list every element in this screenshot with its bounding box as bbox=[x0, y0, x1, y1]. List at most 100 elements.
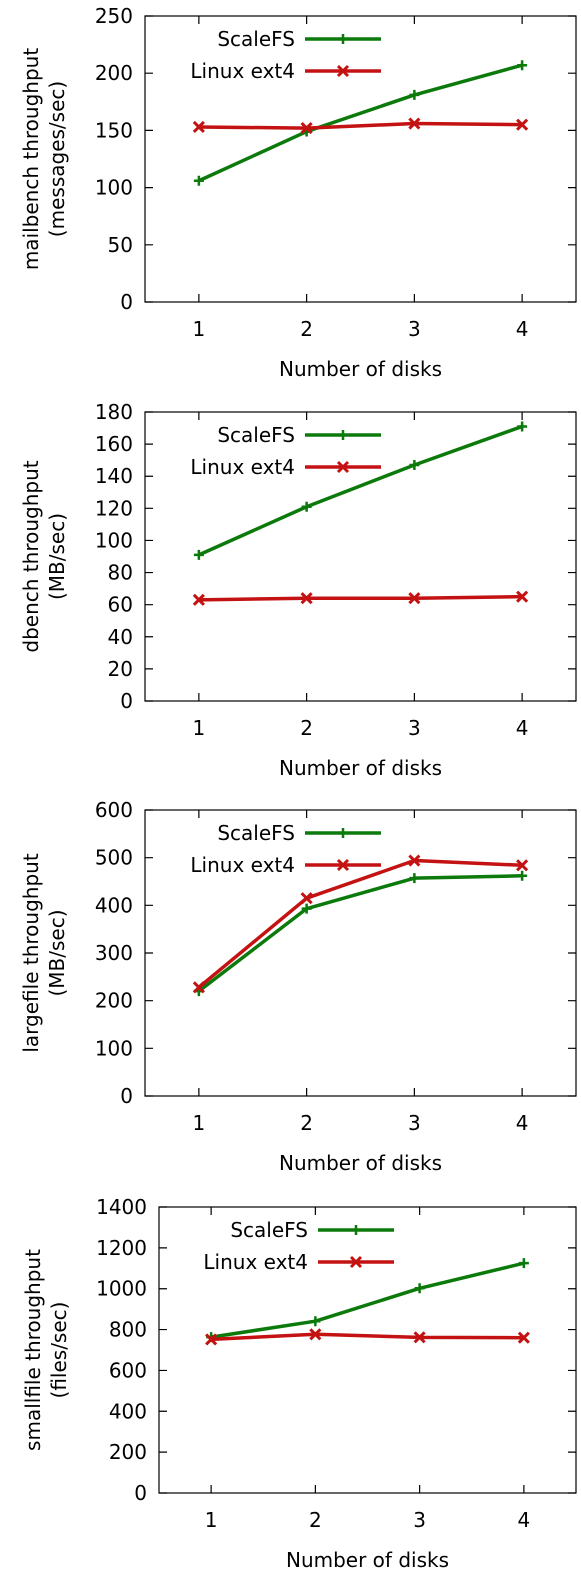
series-linux-ext4 bbox=[192, 590, 529, 606]
legend-marker bbox=[338, 34, 348, 44]
legend-label: Linux ext4 bbox=[190, 455, 295, 479]
y-tick-label: 0 bbox=[120, 1084, 133, 1108]
data-point bbox=[300, 592, 313, 605]
data-point bbox=[300, 122, 313, 135]
y-tick-label: 60 bbox=[108, 593, 133, 617]
x-tick-label: 1 bbox=[193, 716, 206, 740]
series-scalefs bbox=[193, 421, 528, 560]
y-tick-label: 160 bbox=[95, 432, 133, 456]
legend-label: Linux ext4 bbox=[203, 1250, 308, 1274]
y-tick-label: 600 bbox=[109, 1358, 147, 1382]
legend-marker bbox=[336, 460, 350, 474]
data-point bbox=[409, 459, 420, 470]
series-line bbox=[197, 858, 523, 989]
y-tick-label: 0 bbox=[120, 290, 133, 314]
series-line bbox=[198, 594, 523, 602]
y-tick-label: 0 bbox=[134, 1481, 147, 1505]
y-tick-label: 80 bbox=[108, 561, 133, 585]
plot-frame bbox=[144, 411, 577, 702]
y-tick-label: 140 bbox=[95, 464, 133, 488]
x-axis-label: Number of disks bbox=[279, 357, 442, 381]
y-tick-label: 100 bbox=[95, 528, 133, 552]
y-tick-label: 20 bbox=[108, 657, 133, 681]
legend-label: Linux ext4 bbox=[190, 59, 295, 83]
series-line bbox=[211, 1332, 524, 1342]
x-tick-label: 1 bbox=[193, 317, 206, 341]
data-point bbox=[518, 1258, 529, 1269]
x-tick-label: 1 bbox=[193, 1111, 206, 1135]
y-tick-label: 0 bbox=[120, 689, 133, 713]
y-tick-label: 400 bbox=[95, 893, 133, 917]
y-tick-label: 200 bbox=[95, 989, 133, 1013]
series-linux-ext4 bbox=[192, 117, 529, 135]
y-tick-label: 200 bbox=[109, 1440, 147, 1464]
legend-marker bbox=[336, 64, 350, 78]
y-tick-label: 40 bbox=[108, 625, 133, 649]
data-point bbox=[516, 118, 529, 131]
y-tick-label: 600 bbox=[95, 798, 133, 822]
y-tick-label: 1400 bbox=[96, 1195, 147, 1219]
series-linux-ext4 bbox=[205, 1328, 530, 1346]
data-point bbox=[192, 593, 205, 606]
legend-label: Linux ext4 bbox=[190, 853, 295, 877]
x-tick-label: 2 bbox=[300, 317, 313, 341]
x-axis-label: Number of disks bbox=[286, 1548, 449, 1572]
series-line bbox=[198, 121, 523, 130]
x-tick-label: 3 bbox=[413, 1508, 426, 1532]
x-axis-label: Number of disks bbox=[279, 756, 442, 780]
y-tick-label: 1000 bbox=[96, 1277, 147, 1301]
y-axis-label-unit: (messages/sec) bbox=[45, 81, 69, 237]
chart-4: 0 200 400 600 800 1000 1200 1400 1 2 3 4 Number of d… bbox=[21, 1195, 577, 1572]
legend-marker bbox=[336, 858, 350, 872]
x-axis-label: Number of disks bbox=[279, 1151, 442, 1175]
y-tick-label: 500 bbox=[95, 846, 133, 870]
x-tick-label: 2 bbox=[300, 1111, 313, 1135]
data-point bbox=[205, 1333, 218, 1346]
data-point bbox=[516, 590, 529, 603]
plot-frame bbox=[158, 1206, 577, 1494]
x-tick-label: 2 bbox=[300, 716, 313, 740]
y-axis-label: dbench throughput bbox=[19, 460, 43, 652]
data-point bbox=[310, 1316, 321, 1327]
x-tick-label: 3 bbox=[408, 716, 421, 740]
series-line bbox=[198, 63, 523, 183]
y-tick-label: 150 bbox=[95, 118, 133, 142]
y-axis-label: smallfile throughput bbox=[21, 1249, 45, 1451]
y-axis-label-unit: (files/sec) bbox=[47, 1302, 71, 1399]
y-tick-label: 180 bbox=[95, 400, 133, 424]
series-linux-ext4 bbox=[192, 854, 529, 994]
y-tick-label: 800 bbox=[109, 1318, 147, 1342]
data-point bbox=[517, 421, 528, 432]
y-tick-label: 1200 bbox=[96, 1236, 147, 1260]
x-tick-label: 4 bbox=[516, 716, 529, 740]
series-line bbox=[210, 1261, 525, 1339]
y-axis-label-unit: (MB/sec) bbox=[45, 513, 69, 600]
data-point bbox=[300, 892, 313, 905]
y-tick-label: 50 bbox=[108, 233, 133, 257]
y-tick-label: 250 bbox=[95, 4, 133, 28]
y-tick-label: 100 bbox=[95, 1036, 133, 1060]
chart-1: 0 50 100 150 200 250 1 2 3 4 Number of disks mailbe… bbox=[19, 4, 577, 381]
legend-label: ScaleFS bbox=[217, 27, 295, 51]
legend-label: ScaleFS bbox=[230, 1218, 308, 1242]
y-tick-label: 400 bbox=[109, 1399, 147, 1423]
y-tick-label: 200 bbox=[95, 61, 133, 85]
data-point bbox=[301, 501, 312, 512]
series-scalefs bbox=[206, 1258, 529, 1343]
data-point bbox=[301, 903, 312, 914]
chart-3: 0 100 200 300 400 500 600 1 2 3 4 Number of disks la… bbox=[19, 798, 577, 1175]
data-point bbox=[517, 60, 528, 71]
data-point bbox=[409, 89, 420, 100]
x-tick-label: 2 bbox=[309, 1508, 322, 1532]
x-tick-label: 1 bbox=[205, 1508, 218, 1532]
legend-label: ScaleFS bbox=[217, 821, 295, 845]
series-line bbox=[198, 424, 523, 557]
legend-label: ScaleFS bbox=[217, 423, 295, 447]
legend-marker bbox=[349, 1255, 363, 1269]
data-point bbox=[192, 120, 205, 134]
data-point bbox=[413, 1331, 426, 1344]
x-tick-label: 4 bbox=[518, 1508, 531, 1532]
x-tick-label: 4 bbox=[516, 1111, 529, 1135]
chart-2: 0 20 40 60 80 100 120 140 160 180 1 2 3 4 Number of di… bbox=[19, 400, 577, 780]
legend-marker bbox=[338, 828, 348, 838]
